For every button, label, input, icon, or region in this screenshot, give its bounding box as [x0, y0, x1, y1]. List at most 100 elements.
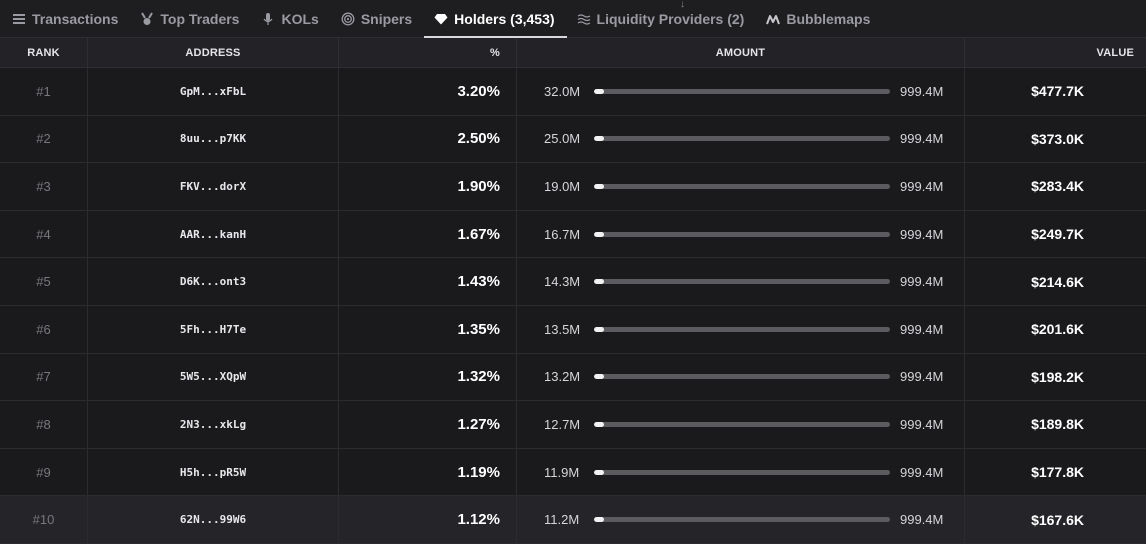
- percent-cell: 1.27%: [339, 401, 517, 448]
- amount-cell: 25.0M 999.4M: [517, 115, 965, 163]
- column-header-value[interactable]: VALUE: [1096, 46, 1134, 59]
- amount-cell: 13.5M 999.4M: [517, 305, 965, 353]
- total-supply-value: 999.4M: [900, 178, 944, 194]
- amount-value: 16.7M: [544, 226, 581, 242]
- tab-kols[interactable]: KOLs: [251, 0, 330, 37]
- rank-cell: #7: [0, 353, 88, 401]
- value-cell: $177.8K: [1031, 464, 1084, 481]
- table-row[interactable]: #4 AAR...kanH 1.67% 16.7M 999.4M $249.7K: [0, 210, 1146, 259]
- amount-value: 25.0M: [544, 131, 581, 147]
- holding-progress-fill: [594, 517, 605, 523]
- holding-progress-bar: [594, 231, 890, 237]
- tab-liquidity-providers[interactable]: Liquidity Providers (2): [567, 0, 757, 37]
- amount-cell: 32.0M 999.4M: [517, 68, 965, 115]
- bubblemaps-icon: [766, 12, 781, 26]
- address-link[interactable]: 5W5...XQpW: [88, 353, 339, 401]
- tab-transactions[interactable]: Transactions: [2, 0, 130, 37]
- column-header-address[interactable]: ADDRESS: [88, 38, 339, 67]
- tab-snipers[interactable]: Snipers: [331, 0, 424, 37]
- address-link[interactable]: H5h...pR5W: [88, 448, 339, 496]
- amount-value: 32.0M: [544, 83, 581, 99]
- address-link[interactable]: 62N...99W6: [88, 496, 339, 543]
- table-row[interactable]: #3 FKV...dorX 1.90% 19.0M 999.4M $283.4K: [0, 163, 1146, 211]
- tab-label: Liquidity Providers (2): [596, 10, 745, 27]
- holding-progress-bar: [594, 88, 890, 94]
- column-header-amount[interactable]: AMOUNT: [517, 38, 965, 67]
- holders-table: RANK ADDRESS % AMOUNT VALUE #1 GpM...xFbL…: [0, 38, 1146, 544]
- address-link[interactable]: GpM...xFbL: [88, 68, 339, 115]
- rank-cell: #3: [0, 163, 88, 210]
- holding-progress-bar: [594, 279, 890, 285]
- total-supply-value: 999.4M: [900, 416, 944, 432]
- rank-cell: #5: [0, 258, 88, 305]
- total-supply-value: 999.4M: [900, 321, 944, 337]
- holding-progress-bar: [594, 517, 890, 523]
- table-row[interactable]: #2 8uu...p7KK 2.50% 25.0M 999.4M $373.0K: [0, 115, 1146, 164]
- holding-progress-bar: [594, 326, 890, 332]
- total-supply-value: 999.4M: [900, 369, 944, 385]
- address-link[interactable]: FKV...dorX: [88, 163, 339, 210]
- table-row[interactable]: #9 H5h...pR5W 1.19% 11.9M 999.4M $177.8K: [0, 448, 1146, 497]
- table-row[interactable]: #1 GpM...xFbL 3.20% 32.0M 999.4M $477.7K: [0, 68, 1146, 116]
- liquidity-icon: [577, 12, 591, 26]
- amount-cell: 13.2M 999.4M: [517, 353, 965, 401]
- amount-value: 19.0M: [544, 178, 581, 194]
- total-supply-value: 999.4M: [900, 464, 944, 480]
- value-cell: $201.6K: [1031, 321, 1084, 338]
- address-link[interactable]: AAR...kanH: [88, 210, 339, 258]
- value-cell: $198.2K: [1031, 368, 1084, 385]
- holding-progress-fill: [594, 136, 605, 142]
- percent-cell: 3.20%: [339, 68, 517, 115]
- address-link[interactable]: D6K...ont3: [88, 258, 339, 305]
- amount-cell: 11.9M 999.4M: [517, 448, 965, 496]
- rank-cell: #6: [0, 305, 88, 353]
- tab-label: KOLs: [281, 10, 319, 27]
- table-row[interactable]: #10 62N...99W6 1.12% 11.2M 999.4M $167.6K: [0, 496, 1146, 544]
- rank-cell: #10: [0, 496, 88, 543]
- amount-value: 14.3M: [544, 274, 581, 290]
- column-header-percent[interactable]: %: [339, 38, 517, 67]
- total-supply-value: 999.4M: [900, 83, 944, 99]
- tab-top-traders[interactable]: Top Traders: [130, 0, 251, 37]
- holding-progress-fill: [594, 421, 605, 427]
- total-supply-value: 999.4M: [900, 226, 944, 242]
- microphone-icon: [261, 12, 275, 26]
- column-header-rank[interactable]: RANK: [0, 38, 88, 67]
- table-row[interactable]: #8 2N3...xkLg 1.27% 12.7M 999.4M $189.8K: [0, 401, 1146, 449]
- amount-value: 11.2M: [544, 512, 580, 528]
- percent-cell: 1.67%: [339, 210, 517, 258]
- target-icon: [341, 12, 355, 26]
- address-link[interactable]: 5Fh...H7Te: [88, 305, 339, 353]
- amount-cell: 11.2M 999.4M: [517, 496, 965, 543]
- value-cell: $167.6K: [1031, 511, 1084, 528]
- value-cell: $249.7K: [1031, 226, 1084, 243]
- value-cell: $189.8K: [1031, 416, 1084, 433]
- table-body: #1 GpM...xFbL 3.20% 32.0M 999.4M $477.7K #2 8uu…: [0, 68, 1146, 544]
- table-row[interactable]: #5 D6K...ont3 1.43% 14.3M 999.4M $214.6K: [0, 258, 1146, 306]
- holding-progress-bar: [594, 469, 890, 475]
- percent-cell: 1.43%: [339, 258, 517, 305]
- holding-progress-fill: [594, 469, 605, 475]
- address-link[interactable]: 2N3...xkLg: [88, 401, 339, 448]
- address-link[interactable]: 8uu...p7KK: [88, 115, 339, 163]
- amount-value: 11.9M: [544, 464, 580, 480]
- tab-bar: Transactions Top Traders KOLs Snipers Ho…: [0, 0, 1146, 38]
- tab-label: Snipers: [360, 10, 413, 27]
- value-cell: $214.6K: [1031, 273, 1084, 290]
- amount-cell: 19.0M 999.4M: [517, 163, 965, 210]
- table-row[interactable]: #7 5W5...XQpW 1.32% 13.2M 999.4M $198.2K: [0, 353, 1146, 402]
- holding-progress-fill: [594, 88, 605, 94]
- amount-value: 12.7M: [544, 416, 581, 432]
- holding-progress-fill: [594, 183, 605, 189]
- diamond-icon: [434, 12, 448, 26]
- percent-cell: 1.12%: [339, 496, 517, 543]
- tab-holders[interactable]: Holders (3,453): [424, 0, 567, 38]
- amount-cell: 16.7M 999.4M: [517, 210, 965, 258]
- medal-icon: [140, 11, 154, 26]
- total-supply-value: 999.4M: [900, 131, 944, 147]
- tab-bubblemaps[interactable]: Bubblemaps: [756, 0, 882, 37]
- percent-cell: 1.19%: [339, 448, 517, 496]
- holding-progress-fill: [594, 231, 605, 237]
- percent-cell: 1.90%: [339, 163, 517, 210]
- table-row[interactable]: #6 5Fh...H7Te 1.35% 13.5M 999.4M $201.6K: [0, 305, 1146, 354]
